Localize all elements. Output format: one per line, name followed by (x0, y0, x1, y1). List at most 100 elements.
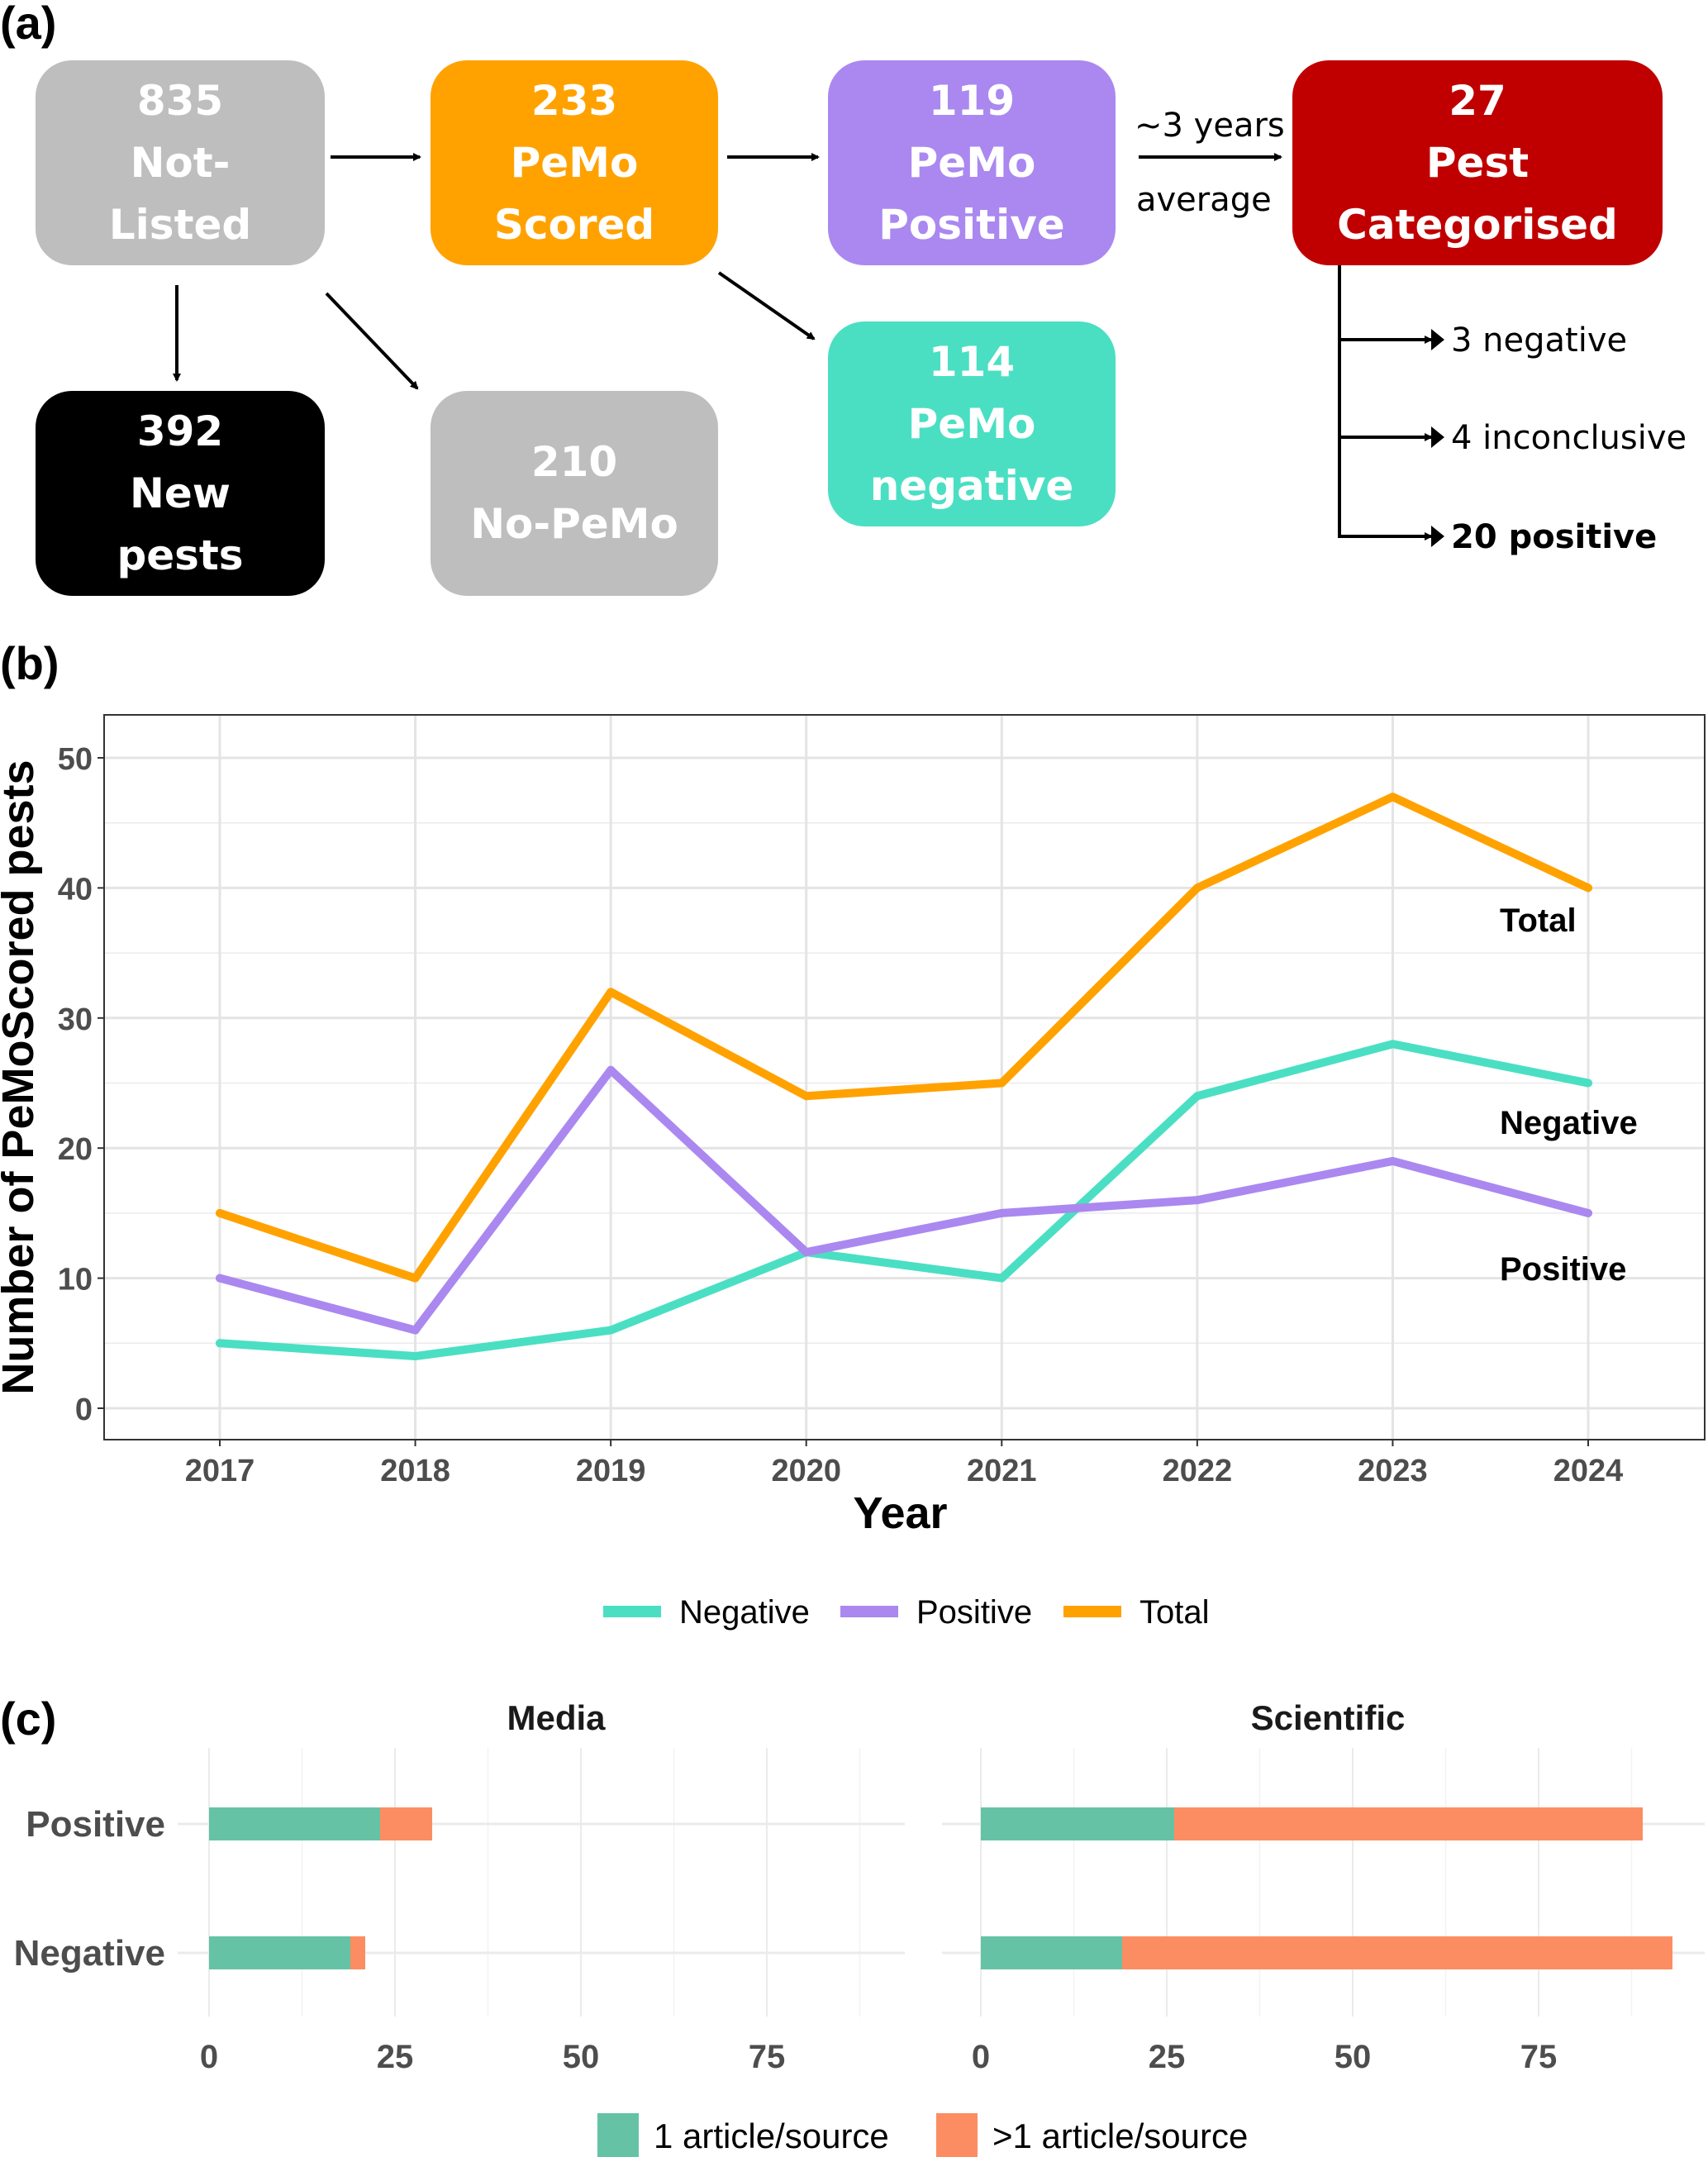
box-count: 233 (530, 76, 618, 125)
data-point-negative (1584, 1078, 1592, 1088)
series-end-label-negative: Negative (1500, 1105, 1638, 1141)
data-point-negative (216, 1339, 224, 1348)
data-point-positive (802, 1248, 811, 1257)
legend-label-negative: Negative (679, 1594, 810, 1631)
data-point-positive (607, 1065, 616, 1074)
x-tick-label: 2020 (771, 1454, 841, 1488)
series-line-total (216, 793, 1592, 1283)
x-tick-label-scientific: 75 (1520, 2039, 1558, 2075)
box-pest-categorised: 27 Pest Categorised (1292, 60, 1663, 265)
series-end-label-total: Total (1500, 902, 1577, 939)
box-label: Not- (130, 138, 231, 187)
x-tick-label: 2021 (967, 1454, 1037, 1488)
x-tick-label-media: 25 (377, 2039, 414, 2075)
plot-frame (103, 714, 1706, 1440)
x-tick-label: 2019 (576, 1454, 646, 1488)
line-chart: 0 10 20 30 40 50 2017 2018 2019 2020 2021 2022 2023 2… (0, 714, 1706, 1631)
panel-c-label: (c) (0, 1693, 57, 1745)
category-label-positive: Positive (26, 1804, 165, 1845)
arrow-label-years: ~3 years (1135, 107, 1285, 145)
data-point-total (802, 1092, 811, 1101)
y-tick-label: 10 (58, 1263, 93, 1298)
box-count: 27 (1449, 76, 1506, 125)
legend-label-total: Total (1139, 1594, 1210, 1631)
box-label: pests (117, 531, 244, 579)
data-point-positive (216, 1274, 224, 1283)
flow-arrows (173, 153, 1444, 547)
series-line-negative (216, 1040, 1592, 1361)
series-end-label-positive: Positive (1500, 1251, 1626, 1288)
legend-label-positive: Positive (916, 1594, 1032, 1631)
plot-background (104, 715, 1705, 1440)
x-tick-label: 2024 (1553, 1454, 1624, 1488)
category-label-negative: Negative (14, 1933, 165, 1974)
box-pemo-scored: 233 PeMo Scored (431, 60, 718, 265)
box-pemo-positive: 119 PeMo Positive (828, 60, 1116, 265)
box-count: 119 (928, 76, 1016, 125)
box-label: Categorised (1337, 200, 1618, 249)
x-tick-label-scientific: 50 (1335, 2039, 1372, 2075)
y-tick-label: 40 (58, 872, 93, 907)
data-point-positive (1388, 1156, 1397, 1165)
box-label: No-PeMo (470, 500, 678, 548)
legend-swatch-multiple (936, 2113, 978, 2157)
data-point-positive (411, 1326, 420, 1335)
x-tick-label-scientific: 0 (972, 2039, 990, 2075)
box-label: Listed (108, 200, 252, 249)
data-point-total (1388, 793, 1397, 802)
box-count: 210 (530, 438, 618, 486)
arrow-notlisted-to-nopemo (325, 292, 419, 390)
box-label: Scored (493, 200, 655, 249)
data-point-total (1584, 883, 1592, 893)
data-point-positive (997, 1208, 1006, 1217)
data-point-total (216, 1208, 224, 1217)
data-point-negative (1388, 1040, 1397, 1049)
box-count: 835 (136, 76, 224, 125)
data-point-total (997, 1078, 1006, 1088)
box-count: 114 (928, 337, 1016, 386)
x-tick-label-media: 50 (563, 2039, 600, 2075)
legend-label-multiple: >1 article/source (992, 2117, 1248, 2155)
box-label: PeMo (907, 399, 1036, 448)
box-label: negative (869, 461, 1074, 510)
box-label: Pest (1425, 138, 1530, 187)
y-axis-title: Number of PeMoScored pests (0, 759, 43, 1394)
y-tick-label: 0 (75, 1393, 93, 1427)
data-point-negative (411, 1352, 420, 1361)
facet-title-media: Media (507, 1698, 606, 1737)
x-tick-label: 2022 (1163, 1454, 1233, 1488)
x-tick-label: 2017 (185, 1454, 255, 1488)
box-label: PeMo (907, 138, 1036, 187)
y-tick-label: 30 (58, 1002, 93, 1037)
outcome-negative: 3 negative (1451, 321, 1628, 360)
bar-segment-scientific-negative-single (981, 1936, 1122, 1969)
box-label: New (130, 469, 231, 517)
y-tick-label: 50 (58, 742, 93, 777)
outcome-positive: 20 positive (1451, 518, 1658, 556)
legend-swatch-single (597, 2113, 639, 2157)
bar-segment-media-negative-multiple (350, 1936, 365, 1969)
box-not-listed: 835 Not- Listed (36, 60, 325, 265)
data-point-positive (1192, 1196, 1201, 1205)
x-tick-label-scientific: 25 (1149, 2039, 1186, 2075)
arrow-scored-to-negative (717, 271, 816, 340)
box-no-pemo: 210 No-PeMo (431, 391, 718, 596)
panel-b-label: (b) (0, 637, 59, 689)
box-new-pests: 392 New pests (36, 391, 325, 596)
bar-segment-media-positive-multiple (380, 1807, 432, 1840)
box-pemo-negative: 114 PeMo negative (828, 321, 1116, 526)
bar-segment-scientific-negative-multiple (1122, 1936, 1672, 1969)
bar-segment-scientific-positive-multiple (1174, 1807, 1643, 1840)
x-axis-title: Year (853, 1488, 947, 1538)
data-point-negative (607, 1326, 616, 1335)
data-point-negative (1192, 1092, 1201, 1101)
outcome-branch-line (1338, 265, 1431, 538)
bar-segment-media-negative-single (209, 1936, 350, 1969)
bar-segment-scientific-positive-single (981, 1807, 1174, 1840)
facet-title-scientific: Scientific (1251, 1698, 1406, 1737)
x-tick-label: 2018 (380, 1454, 450, 1488)
panel-a-label: (a) (0, 0, 57, 49)
x-tick-label-media: 0 (200, 2039, 218, 2075)
box-count: 392 (136, 407, 224, 455)
box-label: PeMo (510, 138, 639, 187)
